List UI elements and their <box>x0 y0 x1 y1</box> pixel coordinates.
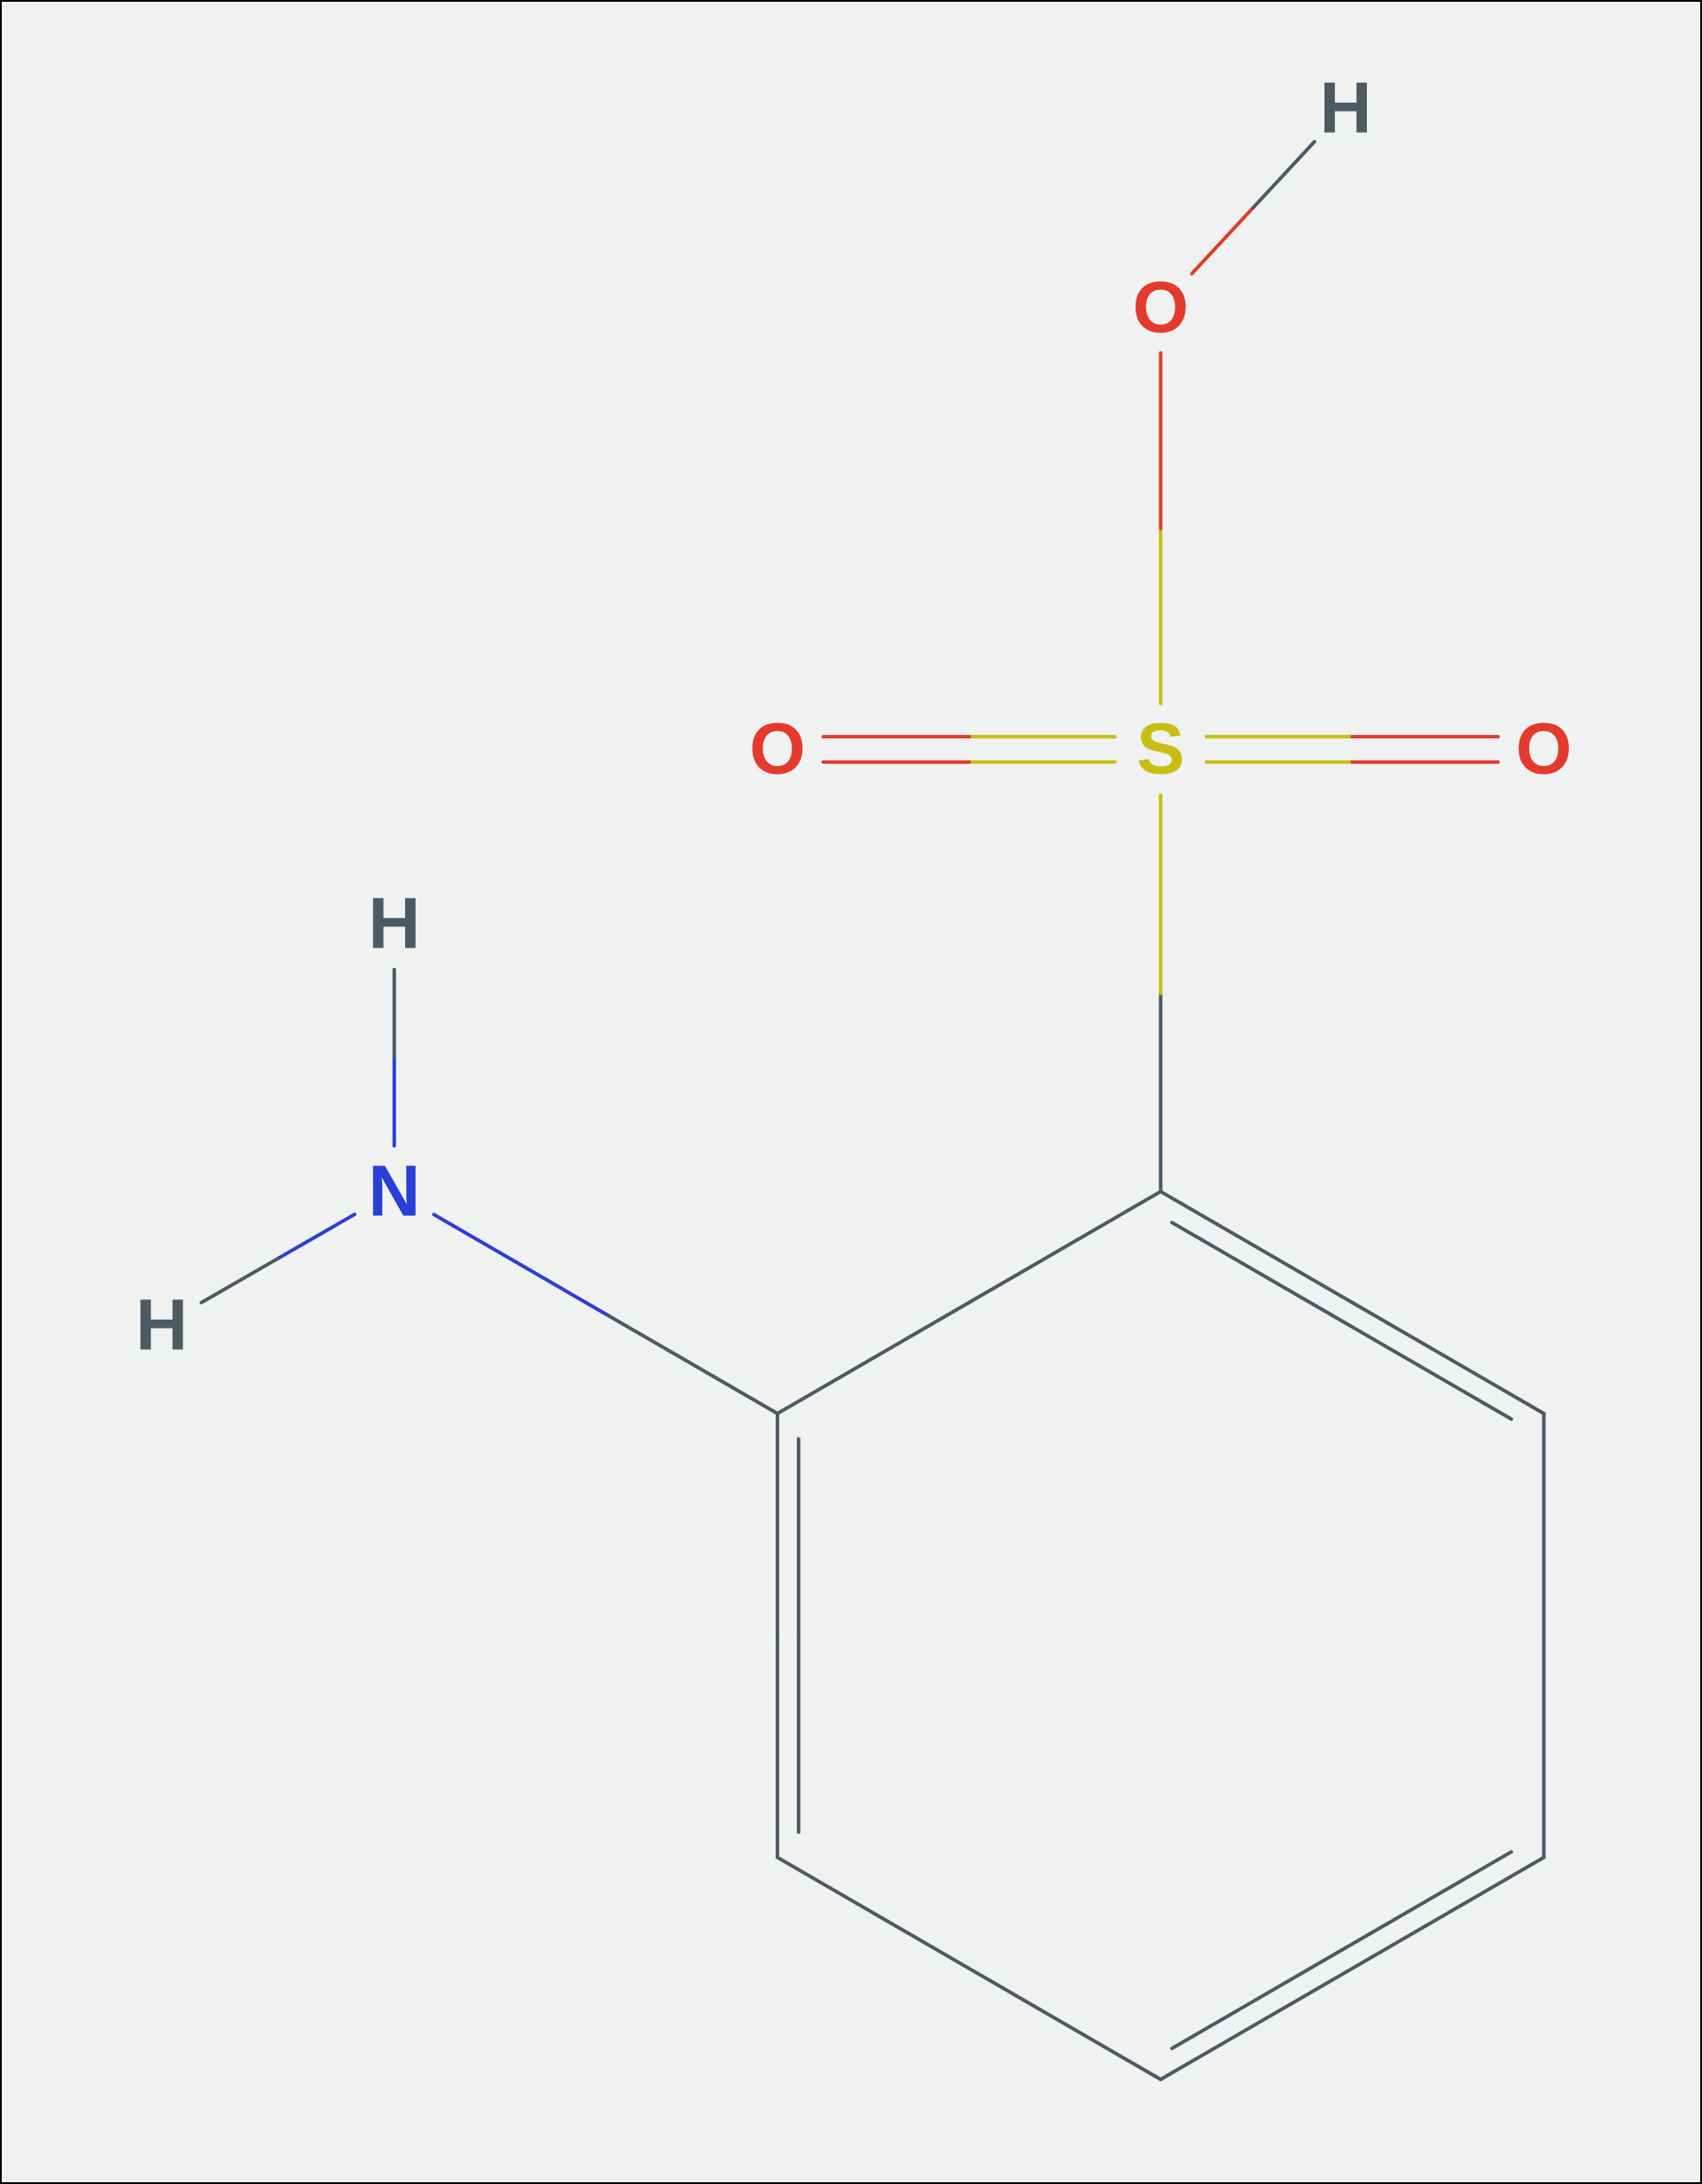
atom-o3: O <box>1133 271 1189 343</box>
atom-n: N <box>368 1156 420 1228</box>
atom-hn1: H <box>368 887 420 959</box>
atom-o2: O <box>1516 714 1572 785</box>
molecule-diagram-frame: S O O O H N H H <box>0 0 1702 2184</box>
atom-s: S <box>1136 714 1184 785</box>
atom-hn2: H <box>136 1290 188 1361</box>
atom-o1: O <box>749 714 805 785</box>
atom-h3: H <box>1320 72 1372 144</box>
bond-layer <box>2 2 1702 2184</box>
